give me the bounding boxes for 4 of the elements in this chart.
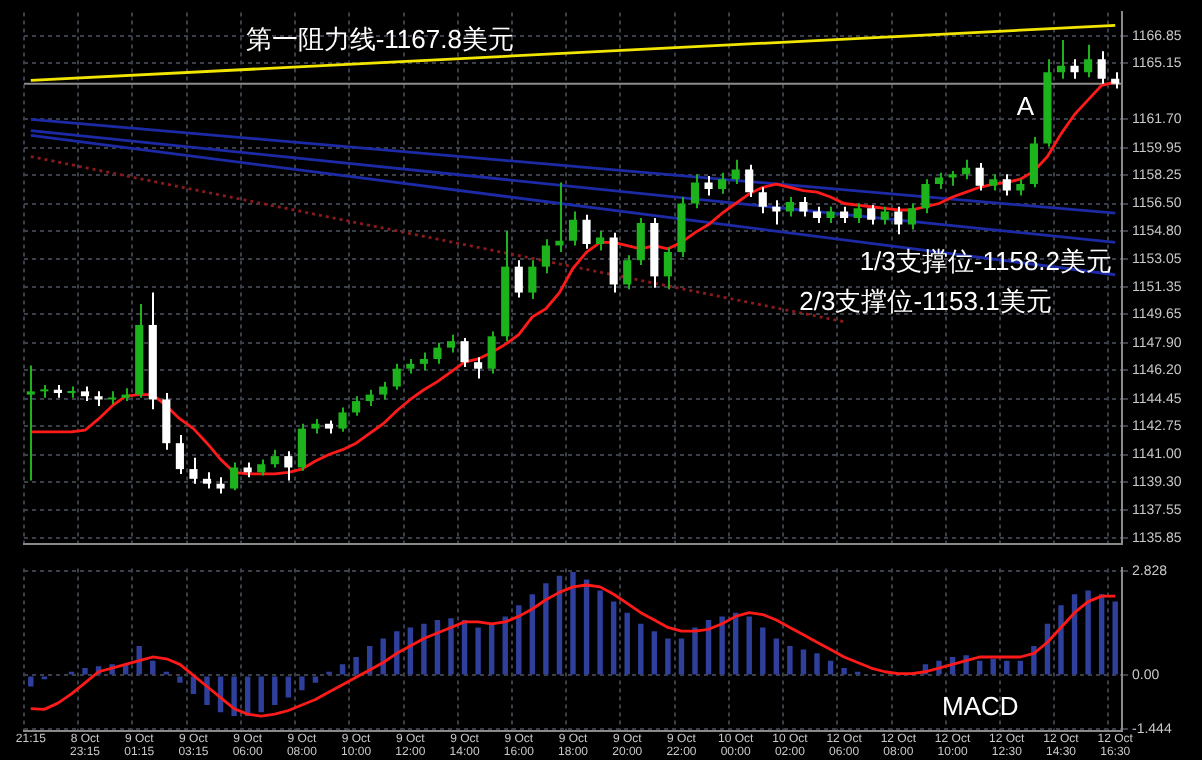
annotation: 2/3支撑位-1153.1美元 [799, 285, 1052, 316]
annotation: MACD [942, 691, 1019, 722]
annotation: A [1016, 91, 1035, 122]
annotation: 第一阻力线-1167.8美元 [245, 24, 514, 55]
